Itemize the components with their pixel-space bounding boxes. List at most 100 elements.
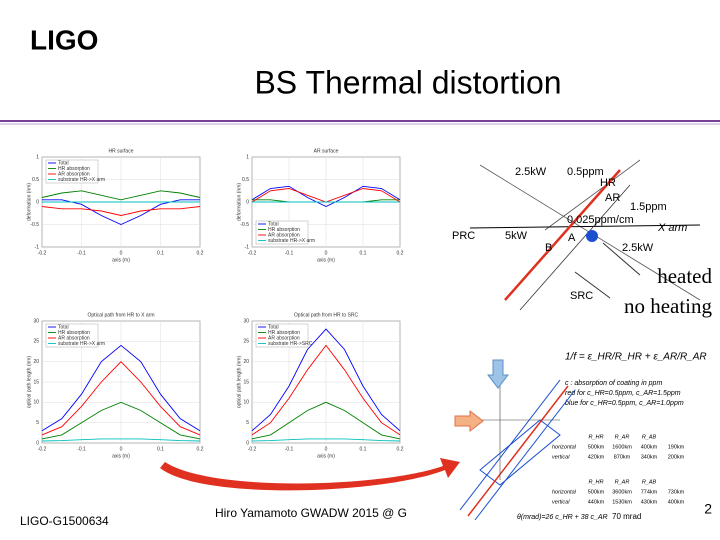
- legend-label: substrate HR->X arm: [268, 238, 315, 244]
- series-line: [41, 206, 201, 216]
- series-line: [41, 401, 201, 440]
- table-cell: 1600km: [612, 444, 632, 450]
- table-cell: 340km: [641, 454, 658, 460]
- arrow: [454, 409, 484, 433]
- x-tick-label: 0: [325, 446, 328, 452]
- legend-label: Total: [58, 160, 69, 166]
- slide-title: BS Thermal distortion: [254, 64, 561, 100]
- x-tick-label: 0.2: [397, 446, 404, 452]
- x-tick-label: 0.2: [397, 250, 404, 256]
- legend-label: HR absorption: [268, 330, 300, 336]
- table-cell: 200km: [668, 454, 685, 460]
- y-tick-label: -1: [245, 244, 250, 250]
- table-cell: 500km: [588, 489, 605, 495]
- formula: 1/f = ε_HR/R_HR + ε_AR/R_AR: [565, 352, 707, 363]
- bs-edge: [474, 389, 576, 521]
- legend-label: substrate HR->SRC: [268, 341, 313, 347]
- x-axis-label: axis (m): [317, 453, 335, 459]
- x-tick-label: -0.2: [248, 446, 257, 452]
- x-tick-label: 0: [120, 250, 123, 256]
- table-cell: 870km: [614, 454, 631, 460]
- table-header: R_AB: [642, 434, 657, 440]
- x-tick-label: 0.1: [157, 446, 164, 452]
- label: B: [545, 242, 552, 254]
- label: AR: [605, 192, 620, 204]
- y-tick-label: 0.5: [32, 177, 39, 183]
- x-tick-label: -0.2: [248, 250, 257, 256]
- table-cell: 190km: [668, 444, 685, 450]
- bs-mirror: [519, 184, 631, 311]
- heated-label: heated: [657, 264, 712, 288]
- y-tick-label: 25: [243, 339, 249, 345]
- x-tick-label: 0.2: [197, 250, 204, 256]
- y-tick-label: 0.5: [242, 177, 249, 183]
- x-tick-label: 0.2: [197, 446, 204, 452]
- chart-title: AR surface: [314, 148, 339, 154]
- legend-label: AR absorption: [58, 171, 90, 177]
- table-cell: 774km: [641, 489, 658, 495]
- table-header: R_AR: [615, 434, 630, 440]
- x-tick-label: 0.1: [360, 250, 367, 256]
- x-tick-label: -0.2: [38, 446, 47, 452]
- legend-label: AR absorption: [58, 335, 90, 341]
- legend-label: HR absorption: [58, 330, 90, 336]
- table-header: R_HR: [589, 434, 604, 440]
- y-tick-label: 1: [36, 154, 39, 160]
- y-axis-label: optical path length (nm): [236, 356, 242, 409]
- table-cell: 500km: [588, 444, 605, 450]
- series-line: [41, 190, 201, 201]
- x-axis-label: axis (m): [112, 453, 130, 459]
- y-tick-label: 30: [243, 318, 249, 324]
- label: 0.025ppm/cm: [567, 214, 634, 226]
- series-line: [251, 344, 401, 436]
- table-header: R_AR: [615, 479, 630, 485]
- bs-outline: [479, 419, 561, 486]
- series-line: [251, 401, 401, 440]
- legend-label: Total: [268, 221, 279, 227]
- page-number: 2: [704, 501, 712, 517]
- x-tick-label: 0: [120, 446, 123, 452]
- legend-label: substrate HR->X arm: [58, 177, 105, 183]
- y-tick-label: 0: [36, 440, 39, 446]
- legend-box: [45, 323, 99, 348]
- series-line: [41, 361, 201, 436]
- label: SRC: [570, 290, 593, 302]
- no-heating-label: no heating: [624, 294, 713, 318]
- table-cell: 400km: [641, 444, 658, 450]
- arrow: [486, 359, 510, 389]
- x-tick-label: -0.1: [77, 250, 86, 256]
- y-tick-label: 1: [246, 154, 249, 160]
- series-line: [42, 199, 200, 225]
- doc-id: LIGO-G1500634: [20, 514, 109, 528]
- table-cell: 440km: [588, 499, 605, 505]
- table-header: R_HR: [589, 479, 604, 485]
- table-cell: 400km: [668, 499, 685, 505]
- angle-formula: θ(mrad)=26 c_HR + 38 c_AR: [517, 514, 608, 521]
- label: 2.5kW: [622, 242, 654, 254]
- x-tick-label: -0.2: [38, 250, 47, 256]
- legend-box: [255, 220, 309, 245]
- y-tick-label: 20: [33, 359, 39, 365]
- y-tick-label: -0.5: [240, 222, 249, 228]
- table-cell: 730km: [668, 489, 685, 495]
- label: 2.5kW: [515, 166, 547, 178]
- y-tick-label: -0.5: [30, 222, 39, 228]
- pointer: [602, 242, 641, 276]
- chart-title: Optical path from HR to SRC: [294, 312, 359, 318]
- bs-surface: [467, 385, 569, 517]
- table-header: R_AB: [642, 479, 657, 485]
- logo: LIGO: [30, 24, 98, 55]
- legend-label: substrate HR->X arm: [58, 341, 105, 347]
- bs-mirror: [504, 169, 621, 301]
- legend-box: [255, 323, 309, 348]
- y-tick-label: 10: [33, 400, 39, 406]
- series-line: [41, 344, 201, 432]
- y-tick-label: 5: [36, 420, 39, 426]
- table-cell: 420km: [588, 454, 605, 460]
- angle-value: 70 mrad: [612, 512, 641, 521]
- label: A: [568, 232, 576, 244]
- y-tick-label: 10: [243, 400, 249, 406]
- x-tick-label: 0.1: [360, 446, 367, 452]
